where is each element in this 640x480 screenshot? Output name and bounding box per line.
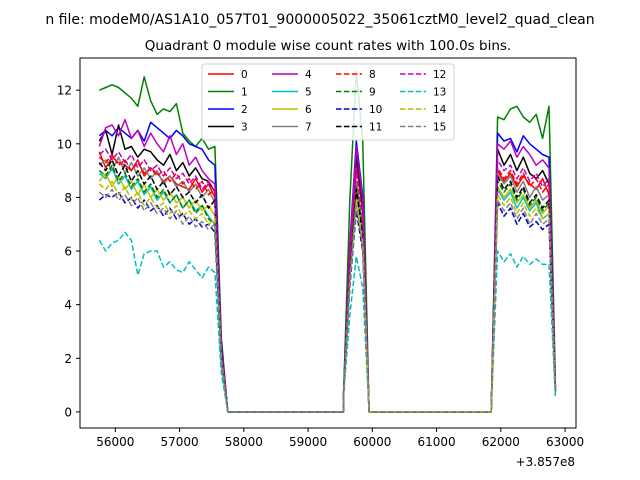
x-tick-label: 56000: [96, 435, 134, 449]
legend-label-14: 14: [433, 104, 447, 116]
x-tick-label: 61000: [417, 435, 455, 449]
legend-label-7: 7: [305, 122, 312, 134]
legend-label-0: 0: [241, 69, 248, 81]
series-line-14: [98, 180, 557, 413]
y-axis: 0 2 4 6 8 10 12: [57, 84, 80, 419]
series-line-15: [98, 188, 557, 413]
legend-label-1: 1: [241, 87, 248, 99]
legend-label-5: 5: [305, 87, 312, 99]
x-tick-label: 59000: [289, 435, 327, 449]
legend-label-9: 9: [369, 87, 376, 99]
legend-label-8: 8: [369, 69, 376, 81]
y-tick-label: 8: [64, 191, 72, 205]
x-tick-label: 57000: [160, 435, 198, 449]
legend-label-11: 11: [369, 122, 382, 134]
y-tick-label: 10: [57, 137, 72, 151]
x-tick-label: 63000: [546, 435, 584, 449]
legend-label-10: 10: [369, 104, 382, 116]
legend-label-6: 6: [305, 104, 312, 116]
series-layer: [98, 70, 557, 413]
legend-label-15: 15: [433, 122, 446, 134]
series-line-9: [98, 164, 557, 413]
y-tick-label: 12: [57, 84, 72, 98]
legend-label-3: 3: [241, 122, 248, 134]
legend-label-12: 12: [433, 69, 446, 81]
legend-box: [201, 63, 455, 141]
chart-title: Quadrant 0 module wise count rates with …: [145, 38, 511, 54]
x-tick-label: 62000: [482, 435, 520, 449]
x-tick-label: 60000: [353, 435, 391, 449]
y-tick-label: 6: [64, 245, 72, 259]
legend-label-13: 13: [433, 87, 446, 99]
legend-label-4: 4: [305, 69, 312, 81]
series-line-13: [98, 231, 557, 413]
y-tick-label: 2: [64, 352, 72, 366]
y-tick-label: 0: [64, 405, 72, 419]
figure-suptitle: n file: modeM0/AS1A10_057T01_9000005022_…: [45, 12, 594, 28]
plot-frame: [79, 57, 577, 429]
x-tick-label: 58000: [225, 435, 263, 449]
x-offset-label: +3.857e8: [516, 455, 575, 469]
y-tick-label: 4: [64, 298, 72, 312]
legend-label-2: 2: [241, 104, 248, 116]
x-axis: 56000 57000 58000 59000 60000 61000 62000 63000: [96, 428, 584, 449]
